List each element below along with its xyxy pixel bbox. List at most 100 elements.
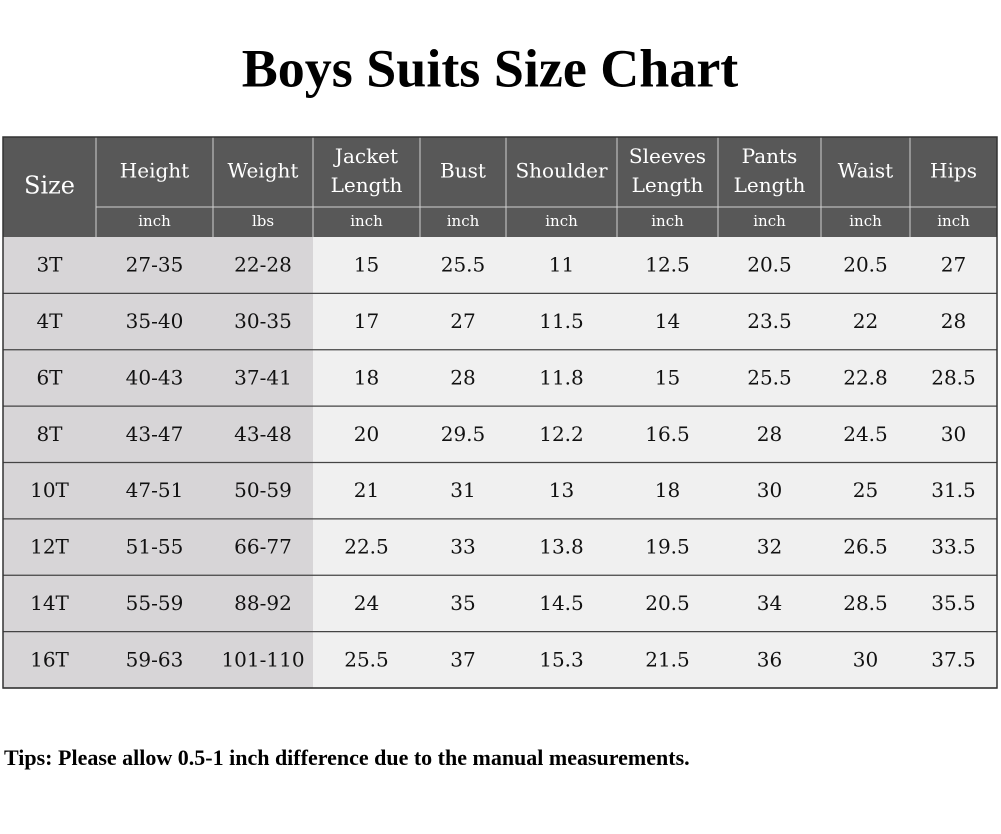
title: Boys Suits Size Chart xyxy=(242,38,739,98)
row-bg-key xyxy=(3,293,313,350)
row-bg xyxy=(313,293,997,350)
cell: 28 xyxy=(450,365,475,389)
row-bg xyxy=(313,575,997,632)
cell: 16.5 xyxy=(645,422,690,446)
column-unit: inch xyxy=(545,212,578,230)
column-unit: inch xyxy=(849,212,882,230)
cell: 30 xyxy=(941,422,966,446)
cell: 25.5 xyxy=(441,253,486,277)
cell: 33.5 xyxy=(931,535,976,559)
column-unit: inch xyxy=(138,212,171,230)
cell: 40-43 xyxy=(126,365,184,389)
cell: 30 xyxy=(853,647,878,671)
cell: 11 xyxy=(549,253,574,277)
cell: 15 xyxy=(354,253,379,277)
cell: 10T xyxy=(30,478,69,502)
cell: 50-59 xyxy=(234,478,292,502)
column-header: Pants xyxy=(742,144,798,168)
column-unit: lbs xyxy=(252,212,274,230)
column-header: Length xyxy=(734,173,806,197)
cell: 47-51 xyxy=(126,478,184,502)
cell: 8T xyxy=(36,422,63,446)
cell: 32 xyxy=(757,535,782,559)
row-bg xyxy=(313,462,997,519)
cell: 14T xyxy=(30,591,69,615)
cell: 13 xyxy=(549,478,574,502)
size-table: Size Height inch Weight lbs Jacket Length inch B… xyxy=(2,136,998,689)
cell: 18 xyxy=(354,365,379,389)
cell: 33 xyxy=(450,535,475,559)
cell: 22.5 xyxy=(344,535,389,559)
cell: 11.8 xyxy=(539,365,584,389)
cell: 15 xyxy=(655,365,680,389)
row-bg xyxy=(313,631,997,688)
cell: 30-35 xyxy=(234,309,292,333)
column-header: Height xyxy=(120,159,189,183)
cell: 22-28 xyxy=(234,253,292,277)
cell: 55-59 xyxy=(126,591,184,615)
cell: 43-47 xyxy=(126,422,184,446)
cell: 22.8 xyxy=(843,365,888,389)
cell: 24.5 xyxy=(843,422,888,446)
cell: 31.5 xyxy=(931,478,976,502)
cell: 43-48 xyxy=(234,422,292,446)
cell: 21.5 xyxy=(645,647,690,671)
cell: 6T xyxy=(36,365,63,389)
cell: 28 xyxy=(941,309,966,333)
cell: 28.5 xyxy=(931,365,976,389)
column-header: Size xyxy=(24,172,75,200)
cell: 23.5 xyxy=(747,309,792,333)
cell: 11.5 xyxy=(539,309,584,333)
cell: 12.2 xyxy=(539,422,584,446)
cell: 51-55 xyxy=(126,535,184,559)
column-unit: inch xyxy=(350,212,383,230)
cell: 28.5 xyxy=(843,591,888,615)
cell: 18 xyxy=(655,478,680,502)
row-bg xyxy=(313,406,997,463)
cell: 29.5 xyxy=(441,422,486,446)
cell: 15.3 xyxy=(539,647,584,671)
cell: 88-92 xyxy=(234,591,292,615)
cell: 59-63 xyxy=(126,647,184,671)
cell: 35-40 xyxy=(126,309,184,333)
cell: 20.5 xyxy=(747,253,792,277)
header-bg xyxy=(3,137,997,237)
cell: 34 xyxy=(757,591,782,615)
cell: 4T xyxy=(36,309,63,333)
cell: 66-77 xyxy=(234,535,292,559)
row-bg-key xyxy=(3,462,313,519)
column-unit: inch xyxy=(937,212,970,230)
column-header: Bust xyxy=(440,159,486,183)
row-bg-key xyxy=(3,237,313,294)
cell: 27 xyxy=(941,253,966,277)
cell: 31 xyxy=(450,478,475,502)
cell: 3T xyxy=(36,253,63,277)
row-bg xyxy=(313,518,997,576)
cell: 101-110 xyxy=(221,647,304,671)
cell: 21 xyxy=(354,478,379,502)
cell: 26.5 xyxy=(843,535,888,559)
row-bg xyxy=(313,237,997,294)
cell: 19.5 xyxy=(645,535,690,559)
cell: 16T xyxy=(30,647,69,671)
cell: 24 xyxy=(354,591,379,615)
column-header: Jacket xyxy=(333,144,398,168)
cell: 12T xyxy=(30,535,69,559)
row-bg-key xyxy=(3,575,313,632)
cell: 20.5 xyxy=(645,591,690,615)
column-header: Length xyxy=(632,173,704,197)
row-bg-key xyxy=(3,349,313,407)
cell: 35 xyxy=(450,591,475,615)
column-header: Length xyxy=(331,173,403,197)
cell: 20.5 xyxy=(843,253,888,277)
cell: 14 xyxy=(655,309,680,333)
tips: Tips: Please allow 0.5-1 inch difference… xyxy=(4,745,690,770)
cell: 36 xyxy=(757,647,782,671)
cell: 25.5 xyxy=(747,365,792,389)
cell: 30 xyxy=(757,478,782,502)
row-bg-key xyxy=(3,631,313,688)
cell: 25 xyxy=(853,478,878,502)
row-bg xyxy=(313,349,997,407)
row-bg-key xyxy=(3,518,313,576)
